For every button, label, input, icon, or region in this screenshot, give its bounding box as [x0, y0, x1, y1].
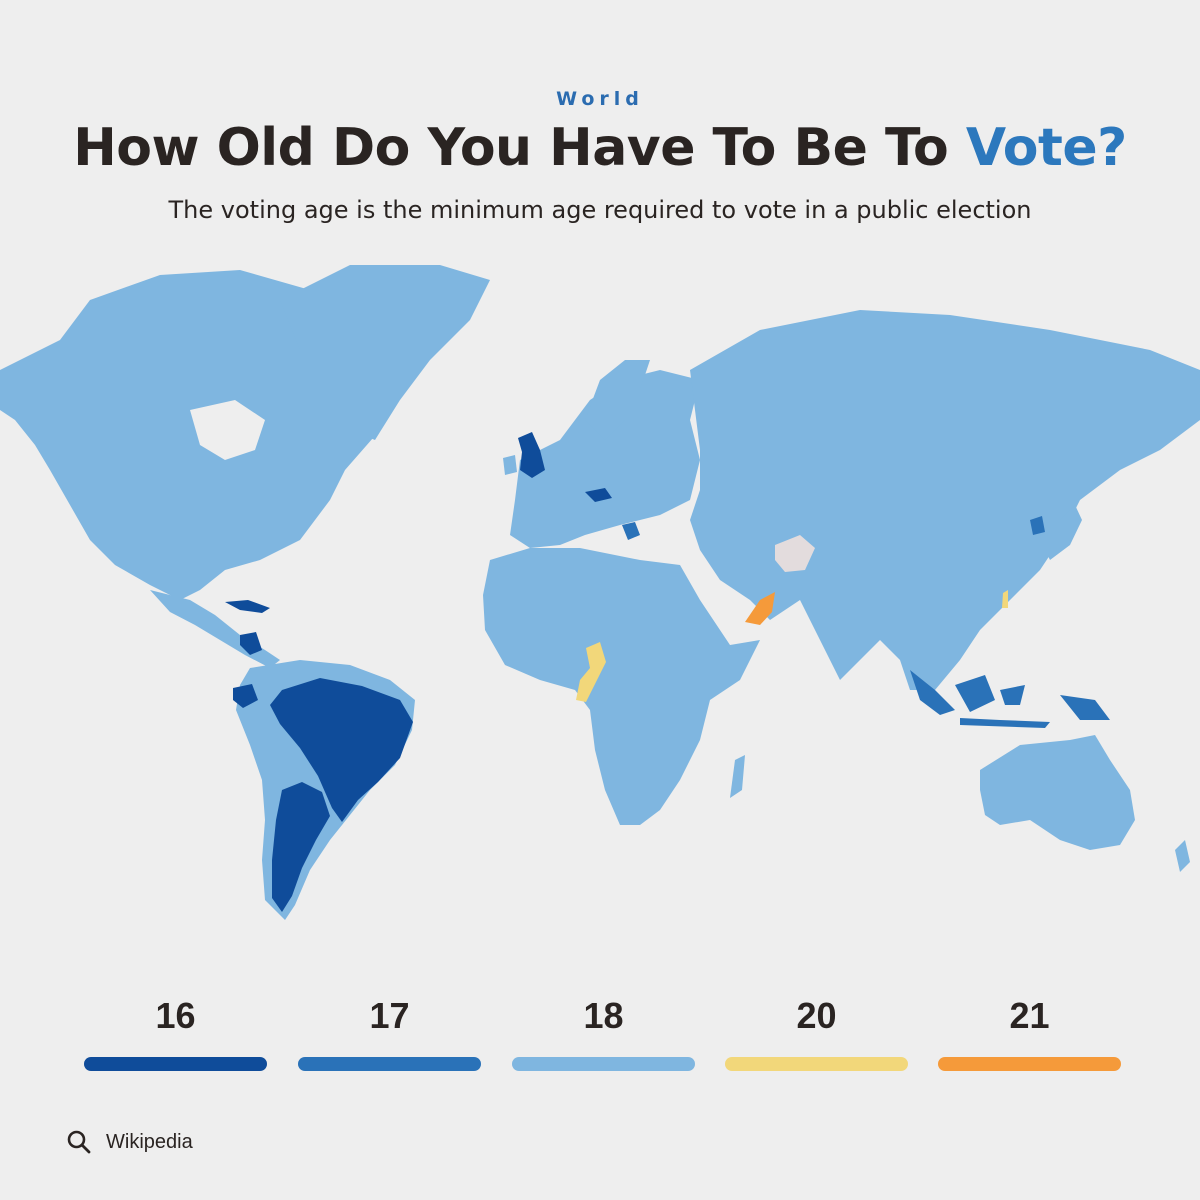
scandinavia-region — [585, 360, 650, 440]
oman-region — [745, 592, 775, 625]
taiwan-region — [1002, 590, 1008, 608]
legend-swatch — [84, 1057, 267, 1071]
source-label: Wikipedia — [106, 1130, 193, 1153]
title-accent: Vote? — [965, 118, 1127, 178]
legend-swatch — [725, 1057, 908, 1071]
cuba-region — [225, 600, 270, 613]
legend: 16 17 18 20 21 — [84, 995, 1124, 1085]
legend-swatch — [512, 1057, 695, 1071]
indonesia-region — [910, 670, 1110, 728]
greece-region — [622, 522, 640, 540]
legend-swatch — [298, 1057, 481, 1071]
section-kicker: World — [556, 88, 644, 110]
title-main: How Old Do You Have To Be To — [73, 118, 966, 178]
greenland-region — [280, 265, 490, 440]
page-title: How Old Do You Have To Be To Vote? — [0, 118, 1200, 178]
brazil-region — [270, 678, 413, 822]
asia-region — [690, 310, 1200, 690]
africa-region — [483, 548, 760, 825]
afghanistan-region — [775, 535, 815, 572]
world-map — [0, 265, 1200, 920]
europe-region — [510, 370, 700, 548]
legend-item: 21 — [938, 995, 1121, 1085]
japan-region — [1045, 505, 1082, 560]
legend-item: 16 — [84, 995, 267, 1085]
legend-label: 18 — [583, 995, 624, 1036]
cameroon-region — [576, 642, 606, 702]
legend-item: 18 — [512, 995, 695, 1085]
legend-label: 17 — [369, 995, 410, 1036]
legend-label: 16 — [155, 995, 196, 1036]
page-subtitle: The voting age is the minimum age requir… — [168, 196, 1032, 224]
land-areas — [0, 265, 1200, 920]
ecuador-region — [233, 684, 258, 708]
legend-item: 20 — [725, 995, 908, 1085]
legend-item: 17 — [298, 995, 481, 1085]
australia-region — [980, 735, 1135, 850]
madagascar-region — [730, 755, 745, 798]
search-icon — [67, 1130, 91, 1154]
ireland-region — [503, 455, 517, 475]
argentina-region — [272, 782, 330, 912]
austria-region — [585, 488, 612, 502]
north-america-region — [0, 270, 380, 600]
legend-label: 20 — [796, 995, 837, 1036]
legend-label: 21 — [1009, 995, 1050, 1036]
hudson-bay — [190, 400, 265, 460]
central-america-region — [150, 590, 280, 668]
source-credit: Wikipedia — [66, 1127, 193, 1157]
legend-swatch — [938, 1057, 1121, 1071]
nicaragua-region — [240, 632, 262, 655]
uk-region — [518, 432, 545, 478]
north-korea-region — [1030, 516, 1045, 535]
new-zealand-region — [1175, 840, 1190, 872]
